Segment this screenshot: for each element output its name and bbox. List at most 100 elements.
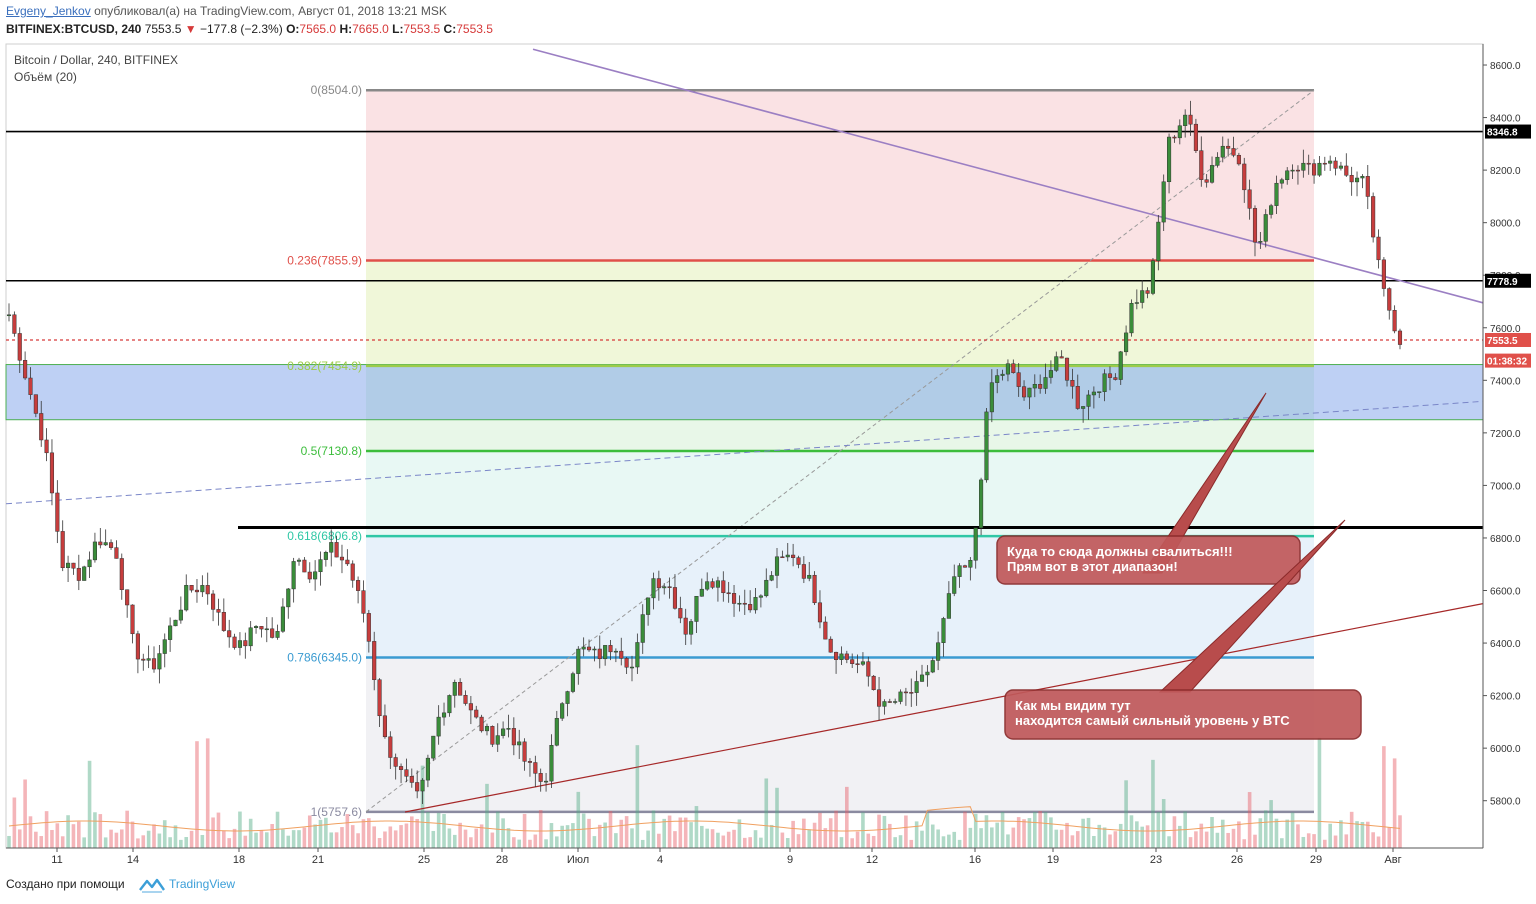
volume-bar: [791, 820, 795, 848]
volume-bar: [732, 829, 736, 848]
candle-body: [1118, 351, 1123, 380]
candle-body: [737, 602, 742, 605]
candle-body: [474, 709, 479, 718]
volume-bar: [103, 837, 108, 848]
candle-body: [871, 675, 876, 690]
volume-bar: [136, 838, 140, 848]
trend-lines[interactable]: [5, 48, 1484, 813]
candle-body: [1048, 370, 1053, 378]
candle-body: [366, 613, 371, 642]
candle-body: [989, 382, 994, 413]
candle-body: [28, 377, 33, 395]
candle-body: [1097, 391, 1102, 393]
volume-bar: [291, 830, 296, 848]
volume-bar: [1398, 815, 1402, 848]
callout-box[interactable]: [1004, 689, 1362, 740]
volume-bar: [1086, 817, 1091, 848]
support-trend-line[interactable]: [404, 603, 1484, 813]
volume-bar: [259, 830, 264, 848]
descending-trend-line[interactable]: [532, 48, 1484, 304]
volume-bar: [82, 837, 86, 848]
fib-level-label: 0.236(7855.9): [287, 254, 362, 268]
candle-body: [903, 691, 908, 694]
candle-body: [957, 565, 962, 577]
candle-body: [194, 589, 200, 593]
candle-body: [613, 650, 618, 653]
candle-body: [307, 571, 312, 580]
y-tick-label: 7400.0: [1490, 376, 1521, 387]
candle-body: [1070, 380, 1075, 387]
annotations[interactable]: Куда то сюда должны свалиться!!!Прям вот…: [996, 392, 1362, 740]
candle-body: [1226, 145, 1231, 149]
volume-bar: [909, 839, 914, 848]
open-value: 7565.0: [299, 22, 337, 36]
candle-body: [420, 779, 425, 792]
volume-bar: [1376, 836, 1381, 848]
candle-body: [1081, 406, 1086, 409]
low-value: 7553.5: [403, 22, 441, 36]
volume-bar: [1296, 824, 1300, 848]
volume-bar: [898, 835, 903, 848]
author-link[interactable]: Evgeny_Jenkov: [6, 4, 91, 18]
volume-bar: [1011, 827, 1016, 848]
ascending-dashed-line[interactable]: [5, 400, 1484, 505]
candle-body: [60, 531, 65, 569]
volume-bar: [152, 824, 156, 848]
volume-bar: [1178, 825, 1182, 848]
y-tick-label: 7000.0: [1490, 481, 1521, 492]
volume-bar: [1387, 827, 1392, 848]
price-label: 7778.9: [1487, 277, 1518, 288]
price-chart[interactable]: 0(8504.0) 0.236(7855.9) 0.382(7454.9) 0.5(7…: [0, 40, 1536, 870]
volume-bar: [286, 835, 291, 848]
candle-body: [651, 578, 656, 599]
candle-body: [404, 769, 409, 777]
candle-body: [447, 695, 452, 714]
candle-body: [1236, 154, 1241, 165]
candle-body: [184, 585, 189, 611]
open-label: O:: [286, 22, 300, 36]
candle-body: [1381, 259, 1386, 289]
volume-ma-line: [8, 806, 1401, 832]
candle-body: [55, 492, 60, 532]
x-tick-label: Июл: [567, 854, 589, 866]
candle-body: [399, 766, 404, 770]
volume-bar: [162, 820, 167, 848]
y-tick-label: 6200.0: [1490, 692, 1521, 703]
candle-body: [157, 653, 162, 670]
candle-body: [1242, 163, 1247, 191]
tradingview-brand[interactable]: TradingView: [169, 877, 236, 891]
volume-bar: [17, 829, 22, 848]
volume-bar: [243, 835, 248, 848]
volume-bar: [350, 825, 355, 848]
volume-bar: [469, 837, 473, 848]
candle-body: [248, 627, 253, 647]
candle-body: [151, 658, 157, 670]
fib-level-label: 0.618(6806.8): [287, 529, 362, 543]
candle-body: [1269, 205, 1274, 215]
tradingview-logo-icon[interactable]: [139, 876, 165, 894]
fib-zone: [366, 260, 1314, 366]
candle-body: [87, 559, 92, 568]
candle-body: [560, 703, 565, 719]
callout-box[interactable]: [996, 535, 1301, 585]
candle-body: [259, 626, 264, 630]
volume-bar: [141, 835, 146, 848]
volume-bar: [646, 830, 650, 848]
candle-body: [66, 562, 71, 569]
candle-body: [812, 574, 817, 604]
chart-header: Evgeny_Jenkov опубликовал(а) на TradingV…: [0, 0, 1536, 40]
candle-body: [882, 701, 887, 707]
volume-bar: [963, 811, 967, 848]
volume-bar: [44, 811, 49, 848]
candle-body: [635, 642, 640, 668]
volume-bar: [603, 822, 607, 848]
fib-trend-line[interactable]: [365, 89, 1315, 813]
support-zone[interactable]: [5, 364, 1484, 421]
x-tick-label: 9: [787, 854, 793, 866]
candle-body: [1199, 150, 1204, 180]
volume-bar: [195, 741, 199, 848]
volume-bar: [930, 824, 935, 848]
candle-body: [860, 661, 865, 665]
candle-body: [554, 718, 559, 746]
x-tick-label: 14: [127, 854, 139, 866]
